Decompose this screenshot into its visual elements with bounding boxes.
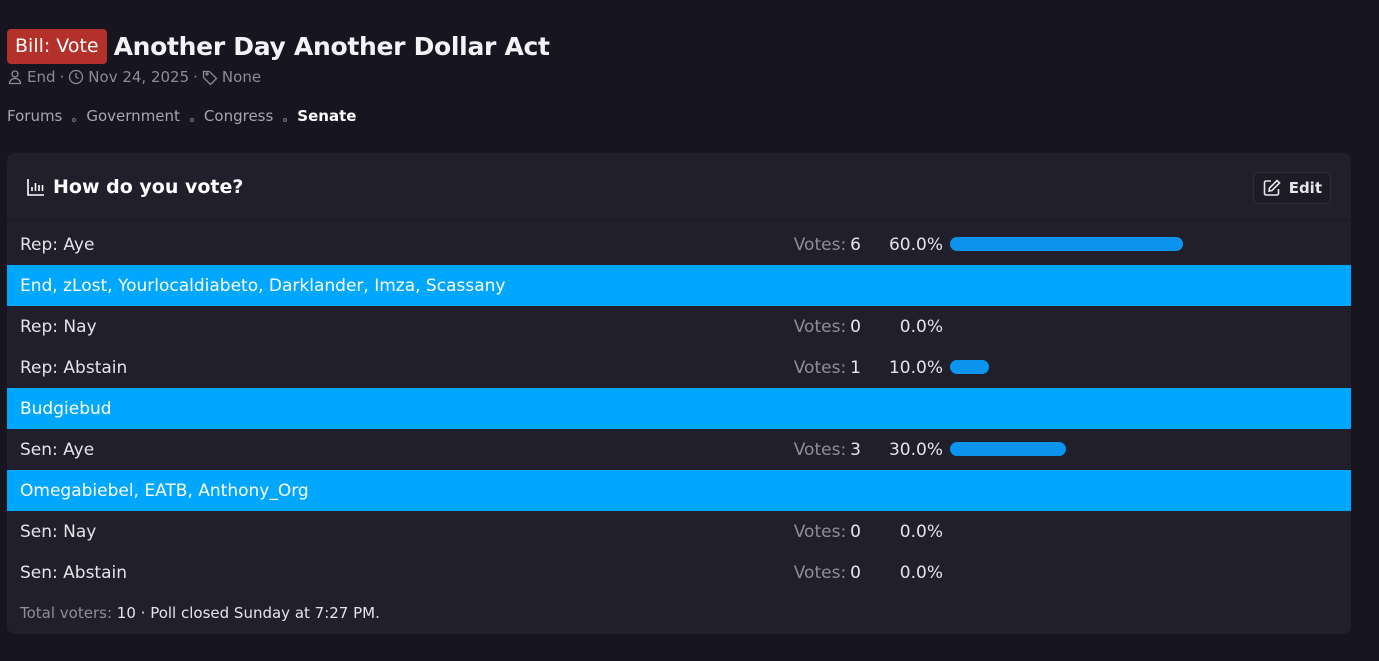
thread-meta: End · Nov 24, 2025 · None — [7, 67, 261, 87]
poll-title: How do you vote? — [53, 175, 244, 198]
poll-response-label: Sen: Nay — [20, 521, 97, 542]
thread-title: Another Day Another Dollar Act — [113, 31, 550, 61]
poll-footer: Total voters: 10 · Poll closed Sunday at… — [20, 604, 380, 622]
poll-response-row[interactable]: Sen: Aye Votes: 3 30.0% — [7, 429, 1351, 470]
thread-prefix-badge[interactable]: Bill: Vote — [7, 28, 107, 64]
meta-separator: · — [59, 68, 65, 86]
edit-label: Edit — [1288, 179, 1322, 197]
poll-response-percent: 10.0% — [888, 357, 943, 378]
poll-response-row[interactable]: Sen: Abstain Votes: 0 0.0% — [7, 552, 1351, 593]
clock-icon — [68, 69, 84, 85]
poll-response-percent: 60.0% — [888, 234, 943, 255]
thread-author[interactable]: End — [27, 68, 56, 86]
poll-response-label: Rep: Abstain — [20, 357, 128, 378]
poll-response-votes: Votes: 6 — [794, 235, 861, 255]
votes-label: Votes: — [793, 357, 847, 378]
votes-count: 3 — [850, 439, 861, 460]
poll-response-votes: Votes: 0 — [794, 317, 861, 337]
bar-chart-icon — [25, 176, 47, 198]
user-icon — [7, 69, 23, 85]
poll-response-label: Sen: Aye — [20, 439, 95, 460]
poll-voter-list[interactable]: Budgiebud — [7, 388, 1351, 429]
breadcrumb-congress[interactable]: Congress — [203, 107, 274, 125]
breadcrumb-forums[interactable]: Forums — [7, 107, 63, 125]
poll-response-votes: Votes: 0 — [794, 522, 861, 542]
breadcrumb-separator — [72, 118, 77, 122]
poll-closed-sep: · — [140, 604, 151, 622]
poll-response-row[interactable]: Rep: Abstain Votes: 1 10.0% — [7, 347, 1351, 388]
votes-label: Votes: — [793, 316, 847, 337]
votes-count: 0 — [850, 562, 861, 583]
thread-title-row: Bill: Vote Another Day Another Dollar Ac… — [7, 28, 550, 64]
poll-response-label: Rep: Aye — [20, 234, 95, 255]
total-voters-label: Total voters: — [20, 604, 112, 622]
tag-icon — [202, 69, 218, 85]
poll-response-row[interactable]: Rep: Aye Votes: 6 60.0% — [7, 224, 1351, 265]
edit-poll-button[interactable]: Edit — [1252, 172, 1331, 204]
poll-response-bar — [950, 360, 989, 374]
poll-responses: Rep: Aye Votes: 6 60.0% End, zLost, Yourloca… — [7, 224, 1351, 593]
votes-label: Votes: — [793, 521, 847, 542]
poll-response-label: Rep: Nay — [20, 316, 97, 337]
poll-response-percent: 0.0% — [899, 521, 943, 542]
poll-response-votes: Votes: 0 — [794, 563, 861, 583]
votes-label: Votes: — [793, 439, 847, 460]
thread-date[interactable]: Nov 24, 2025 — [88, 68, 190, 86]
breadcrumb-separator — [283, 118, 288, 122]
poll-response-bar — [950, 237, 1183, 251]
edit-icon — [1263, 179, 1281, 196]
votes-label: Votes: — [793, 562, 847, 583]
poll-header: How do you vote? — [7, 153, 1351, 221]
poll-response-percent: 30.0% — [888, 439, 943, 460]
votes-count: 1 — [850, 357, 861, 378]
total-voters-count: 10 — [116, 604, 136, 622]
poll-voter-list[interactable]: Omegabiebel, EATB, Anthony_Org — [7, 470, 1351, 511]
poll-response-label: Sen: Abstain — [20, 562, 128, 583]
poll-response-votes: Votes: 1 — [794, 358, 861, 378]
poll-voter-list[interactable]: End, zLost, Yourlocaldiabeto, Darklander… — [7, 265, 1351, 306]
breadcrumb-separator — [189, 118, 194, 122]
poll-closed-text: Poll closed Sunday at 7:27 PM. — [150, 604, 380, 622]
poll-block: How do you vote? Edit Rep: Aye Votes: 6 60.… — [7, 153, 1351, 634]
poll-response-percent: 0.0% — [899, 316, 943, 337]
poll-response-votes: Votes: 3 — [794, 440, 861, 460]
breadcrumb-government[interactable]: Government — [86, 107, 180, 125]
votes-count: 0 — [850, 521, 861, 542]
thread-tags: None — [221, 68, 262, 86]
votes-count: 6 — [850, 234, 861, 255]
breadcrumb-senate[interactable]: Senate — [297, 107, 357, 125]
poll-response-row[interactable]: Sen: Nay Votes: 0 0.0% — [7, 511, 1351, 552]
meta-separator: · — [193, 68, 198, 86]
votes-count: 0 — [850, 316, 861, 337]
votes-label: Votes: — [793, 234, 847, 255]
poll-response-row[interactable]: Rep: Nay Votes: 0 0.0% — [7, 306, 1351, 347]
poll-response-bar — [950, 442, 1066, 456]
breadcrumb: Forums Government Congress Senate — [7, 105, 356, 127]
poll-response-percent: 0.0% — [899, 562, 943, 583]
